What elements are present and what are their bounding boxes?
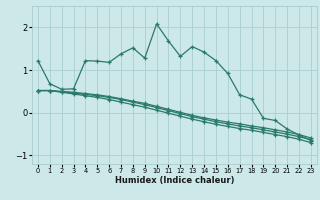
X-axis label: Humidex (Indice chaleur): Humidex (Indice chaleur) [115,176,234,185]
